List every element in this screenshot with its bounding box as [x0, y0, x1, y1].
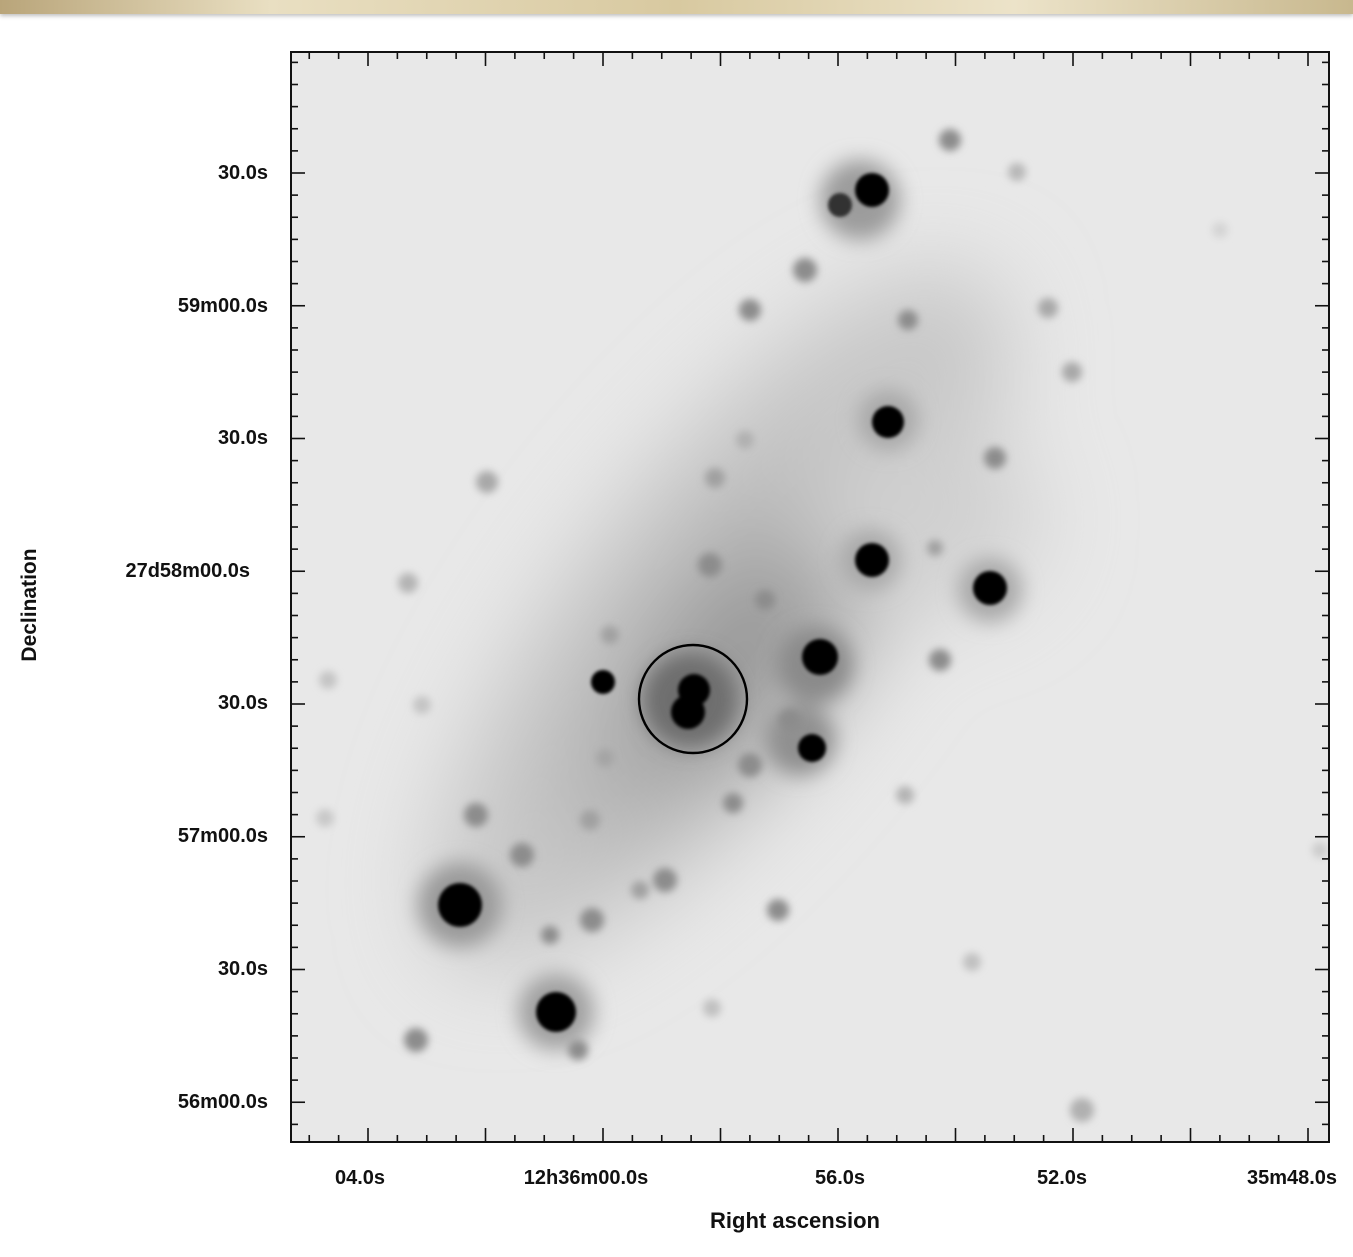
x-tick-label: 35m48.0s	[1246, 1167, 1338, 1189]
y-axis-title: Declination	[18, 548, 41, 662]
x-tick-label: 12h36m00.0s	[523, 1167, 649, 1189]
y-tick-label: 57m00.0s	[177, 825, 268, 847]
axis-ticks	[291, 52, 1329, 1142]
y-tick-label: 30.0s	[217, 162, 268, 184]
aperture-circle-marker	[637, 643, 749, 755]
x-tick-label: 52.0s	[1036, 1167, 1088, 1189]
y-tick-label: 30.0s	[217, 958, 268, 980]
y-tick-label: 59m00.0s	[177, 295, 268, 317]
x-axis-title: Right ascension	[710, 1208, 880, 1233]
y-tick-label: 27d58m00.0s	[125, 560, 250, 582]
x-tick-label: 04.0s	[334, 1167, 386, 1189]
top-decorative-strip	[0, 0, 1353, 14]
y-tick-label: 56m00.0s	[177, 1091, 268, 1113]
x-tick-label: 56.0s	[814, 1167, 866, 1189]
bright-sources	[438, 173, 1007, 1032]
y-tick-label: 30.0s	[217, 427, 268, 449]
faint-knots	[316, 129, 1328, 1122]
plot-frame	[290, 51, 1330, 1143]
y-tick-label: 30.0s	[217, 692, 268, 714]
